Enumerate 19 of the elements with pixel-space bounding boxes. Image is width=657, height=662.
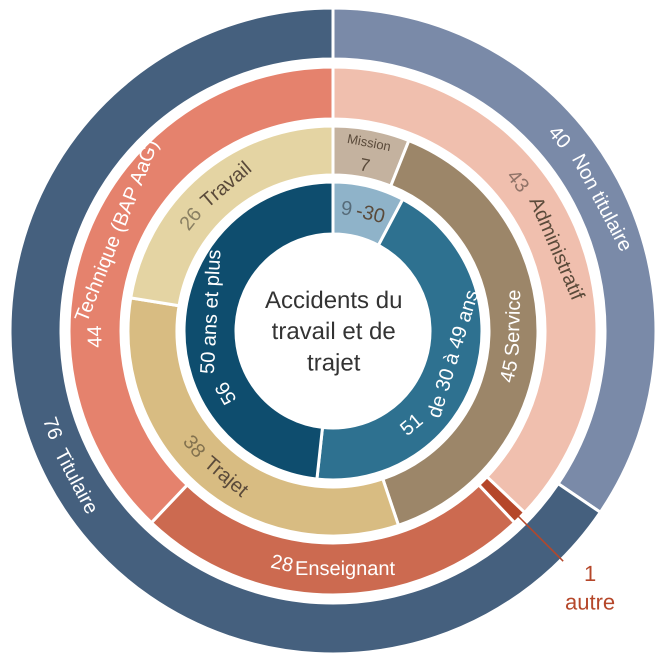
data-label: 26: [175, 204, 206, 235]
data-label: 43: [502, 166, 534, 197]
slice-label: -30: [354, 200, 388, 228]
data-label: 56: [211, 378, 242, 408]
slice-label: Mission: [346, 130, 392, 154]
slice-label: Enseignant: [295, 558, 396, 580]
text: Accidents du travail et de trajet: [265, 287, 402, 376]
data-label: 44: [84, 325, 107, 348]
data-label: 1: [584, 561, 596, 586]
data-label: 7: [358, 154, 372, 176]
slice-label: Service: [502, 289, 526, 356]
data-label: 9: [340, 197, 354, 221]
data-label: 45: [496, 358, 523, 385]
data-label: 40: [544, 122, 575, 153]
slice-label: 50 ans et plus: [196, 248, 226, 374]
data-label: 28: [268, 550, 296, 578]
slice-label: autre: [565, 590, 616, 615]
data-label: 76: [38, 414, 66, 443]
data-label: 38: [178, 431, 210, 462]
